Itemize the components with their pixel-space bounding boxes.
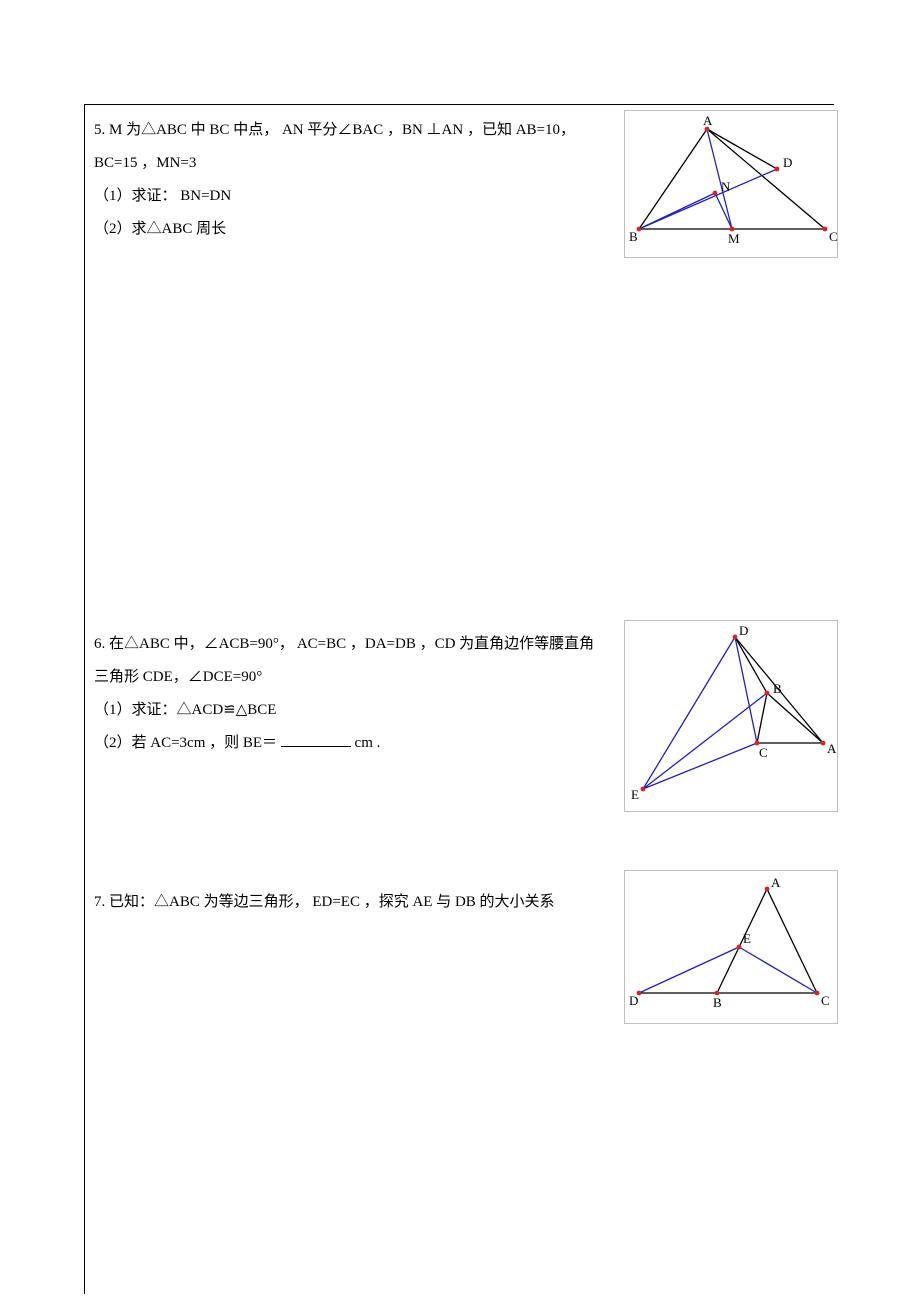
problem-7: 7. 已知：△ABC 为等边三角形， ED=EC ，探究 AE 与 DB 的大小… bbox=[94, 886, 614, 919]
p7-line1: 7. 已知：△ABC 为等边三角形， ED=EC ，探究 AE 与 DB 的大小… bbox=[94, 886, 614, 919]
svg-text:C: C bbox=[821, 993, 830, 1008]
svg-text:B: B bbox=[629, 229, 638, 244]
svg-text:N: N bbox=[721, 179, 731, 194]
p5-line4: （2）求△ABC 周长 bbox=[94, 213, 614, 246]
figure-6: D B A C E bbox=[624, 620, 838, 812]
p6-line4-pre: （2）若 AC=3cm ，则 BE＝ bbox=[94, 735, 277, 751]
svg-text:A: A bbox=[703, 113, 713, 128]
svg-text:B: B bbox=[773, 681, 782, 696]
p5-line2: BC=15 ，MN=3 bbox=[94, 147, 614, 180]
p6-line4-post: cm . bbox=[355, 735, 381, 751]
svg-text:A: A bbox=[771, 875, 781, 890]
problem-5: 5. M 为△ABC 中 BC 中点， AN 平分∠BAC ，BN ⊥AN ，已… bbox=[94, 114, 614, 246]
top-border bbox=[84, 104, 834, 105]
svg-text:M: M bbox=[728, 231, 740, 246]
svg-text:D: D bbox=[783, 155, 792, 170]
svg-text:C: C bbox=[759, 745, 768, 760]
p6-line4: （2）若 AC=3cm ，则 BE＝ cm . bbox=[94, 727, 614, 760]
p5-line3: （1）求证： BN=DN bbox=[94, 180, 614, 213]
svg-text:B: B bbox=[713, 995, 722, 1010]
svg-text:D: D bbox=[629, 993, 638, 1008]
page: 5. M 为△ABC 中 BC 中点， AN 平分∠BAC ，BN ⊥AN ，已… bbox=[0, 0, 920, 1302]
svg-text:E: E bbox=[743, 931, 751, 946]
p6-line1: 6. 在△ABC 中，∠ACB=90°， AC=BC ，DA=DB ，CD 为直… bbox=[94, 628, 614, 661]
svg-text:A: A bbox=[827, 741, 837, 756]
p5-line1: 5. M 为△ABC 中 BC 中点， AN 平分∠BAC ，BN ⊥AN ，已… bbox=[94, 114, 614, 147]
figure-5: A B C D N M bbox=[624, 110, 838, 258]
figure-7: A B C D E bbox=[624, 870, 838, 1024]
svg-text:E: E bbox=[631, 787, 639, 802]
p6-blank[interactable] bbox=[281, 731, 351, 747]
p6-line2: 三角形 CDE，∠DCE=90° bbox=[94, 661, 614, 694]
svg-text:C: C bbox=[829, 229, 837, 244]
left-border bbox=[84, 104, 85, 1294]
p6-line3: （1）求证：△ACD≌△BCE bbox=[94, 694, 614, 727]
problem-6: 6. 在△ABC 中，∠ACB=90°， AC=BC ，DA=DB ，CD 为直… bbox=[94, 628, 614, 760]
svg-text:D: D bbox=[739, 623, 748, 638]
